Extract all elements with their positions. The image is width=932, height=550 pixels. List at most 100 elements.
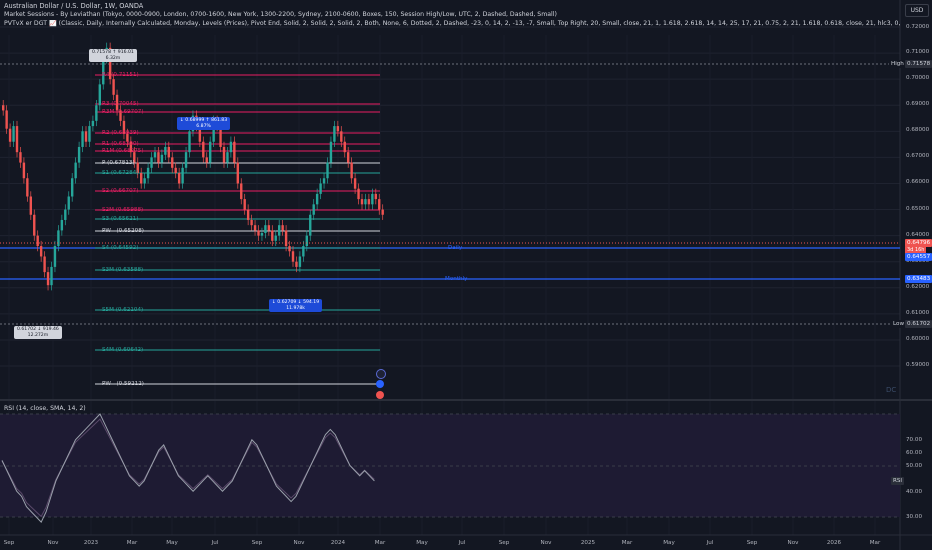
event-flag-icon[interactable] (376, 380, 384, 388)
price-tick: 0.59000 (906, 362, 930, 368)
candle-body (174, 167, 177, 174)
candle-body (198, 126, 202, 142)
event-dividend-icon[interactable] (376, 391, 384, 399)
candle-body (188, 131, 191, 153)
symbol-title[interactable]: Australian Dollar / U.S. Dollar, 1W, OAN… (4, 2, 144, 10)
time-tick: May (416, 540, 428, 546)
candle-body (153, 152, 157, 158)
candle-body (146, 167, 150, 179)
price-tick: 0.63000 (906, 258, 930, 264)
candle-body (371, 193, 374, 205)
candle-body (305, 235, 308, 247)
time-tick: Mar (869, 540, 881, 546)
candle-body (315, 193, 319, 205)
candle-body (298, 256, 302, 267)
high-label: High (889, 60, 906, 68)
rsi-tick: 60.00 (906, 450, 923, 456)
candle-body (164, 146, 167, 155)
candle-body (309, 214, 312, 236)
currency-button[interactable]: USD (905, 4, 929, 17)
indicator-pivots[interactable]: PVTvX er DGT 📈 (Classic, Daily, Internal… (4, 20, 900, 27)
candle-body (115, 94, 119, 111)
candle-body (60, 219, 64, 231)
pivot-label-s2: S2 (0.66707) (102, 188, 139, 194)
time-tick: Jul (706, 540, 714, 546)
price-tick: 0.64000 (906, 232, 930, 238)
callout-line: 11.978k (286, 305, 305, 311)
candle-body (291, 251, 295, 262)
price-tick: 0.68000 (906, 127, 930, 133)
candle-body (367, 199, 371, 205)
pivot-label-p: P (0.67813) (102, 160, 135, 166)
candle-body (102, 58, 105, 85)
candle-body (347, 152, 350, 163)
candle-body (129, 141, 133, 153)
candle-body (43, 256, 46, 273)
current-price-tag: 0.64796 (905, 239, 932, 247)
time-tick: Mar (621, 540, 633, 546)
time-tick: Mar (374, 540, 386, 546)
candle-body (253, 225, 257, 231)
candle-body (233, 141, 236, 163)
event-flash-icon[interactable] (376, 369, 386, 379)
candle-body (126, 133, 129, 142)
candle-body (381, 209, 384, 215)
candle-body (278, 225, 281, 236)
candle-body (219, 126, 222, 147)
time-tick: Sep (746, 540, 758, 546)
candle-body (140, 173, 143, 184)
pivot-label-s3m: S3M (0.63588) (102, 267, 144, 273)
candle-body (184, 152, 188, 168)
candle-body (39, 246, 43, 257)
time-tick: Nov (787, 540, 799, 546)
candle-body (181, 167, 184, 184)
candle-body (98, 84, 101, 106)
rsi-tick: 50.00 (906, 463, 923, 469)
candle-body (284, 230, 288, 247)
candle-body (333, 126, 336, 142)
candle-body (64, 209, 67, 220)
candle-body (108, 47, 112, 80)
pivot-label-r3: R3 (0.70045) (102, 101, 139, 107)
time-tick: May (166, 540, 178, 546)
time-tick: Sep (498, 540, 510, 546)
monthly-line-label: Monthly (445, 276, 468, 282)
candle-body (378, 199, 381, 210)
candle-body (26, 178, 29, 197)
candle-body (236, 162, 239, 184)
pivot-label-r1: R1 (0.68390) (102, 141, 139, 147)
swing-callout: ↓ 0.68999 ↑ 861.83 6.87% (177, 117, 231, 130)
candle-body (133, 152, 136, 163)
candle-body (12, 126, 15, 142)
candle-body (91, 120, 95, 127)
candle-body (246, 209, 250, 220)
candle-body (322, 178, 326, 184)
pivot-label-pw2: PW - (0.59212) (102, 381, 144, 387)
indicator-market-sessions[interactable]: Market Sessions - By Leviathan (Tokyo, 0… (4, 11, 557, 18)
time-tick: 2024 (330, 540, 346, 546)
time-tick: Nov (47, 540, 59, 546)
rsi-title[interactable]: RSI (14, close, SMA, 14, 2) (4, 405, 86, 412)
candle-body (288, 246, 291, 252)
candle-body (205, 157, 208, 163)
candle-body (222, 146, 226, 163)
price-tick: 0.60000 (906, 336, 930, 342)
candle-body (343, 141, 346, 153)
callout-line: 6.32m (105, 55, 121, 61)
callout-line: 0.61702 ↓ 919.46 (17, 327, 59, 332)
callout-line: 6.87% (196, 123, 211, 129)
time-tick: Nov (293, 540, 305, 546)
candle-body (33, 214, 36, 236)
candle-body (250, 219, 253, 226)
candle-body (19, 152, 22, 163)
pivot-label-s1: S1 (0.67284) (102, 170, 139, 176)
candle-body (53, 246, 57, 267)
candle-body (257, 230, 260, 236)
candle-body (15, 126, 19, 153)
swing-low-callout: ↓ 0.62709 ↓ 594.19 11.978k (269, 299, 323, 312)
time-tick: Sep (251, 540, 263, 546)
candle-body (36, 235, 39, 247)
candle-body (71, 178, 74, 197)
